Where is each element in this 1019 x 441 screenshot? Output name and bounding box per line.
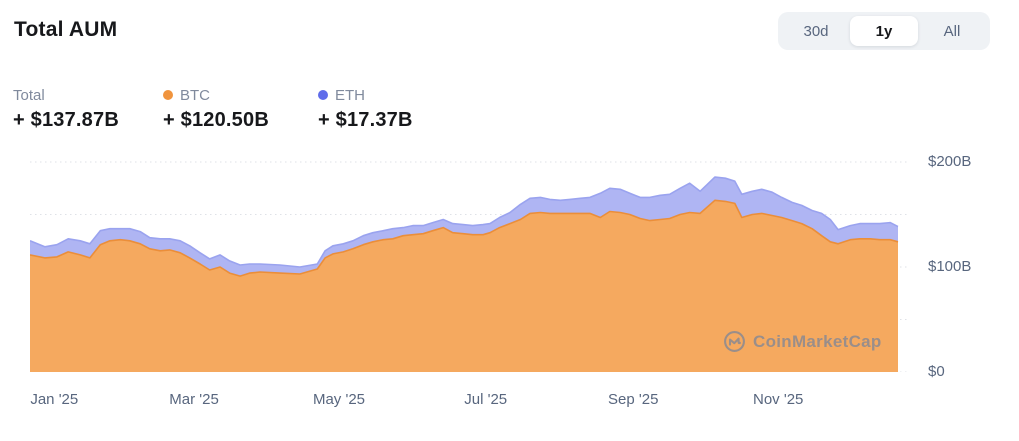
legend-item-btc[interactable]: BTC + $120.50B — [163, 86, 269, 132]
page-title: Total AUM — [14, 18, 118, 41]
eth-dot-icon — [318, 90, 328, 100]
legend-item-eth[interactable]: ETH + $17.37B — [318, 86, 413, 132]
x-tick-jan25: Jan '25 — [30, 391, 79, 408]
x-tick-mar25: Mar '25 — [169, 391, 219, 408]
time-range-30d[interactable]: 30d — [782, 16, 850, 46]
aum-area-chart[interactable] — [30, 150, 910, 372]
btc-dot-icon — [163, 90, 173, 100]
legend-eth-value: + $17.37B — [318, 109, 413, 131]
x-tick-nov25: Nov '25 — [753, 391, 804, 408]
legend-btc-label: BTC — [180, 86, 210, 104]
x-tick-may25: May '25 — [312, 391, 366, 408]
y-tick-0: $0 — [928, 363, 945, 380]
x-tick-sep25: Sep '25 — [608, 391, 659, 408]
legend-item-total[interactable]: Total + $137.87B — [13, 86, 119, 132]
y-tick-200b: $200B — [928, 153, 972, 170]
legend-btc-value: + $120.50B — [163, 109, 269, 131]
legend-total-label: Total — [13, 86, 45, 104]
legend-total-value: + $137.87B — [13, 109, 119, 131]
y-tick-100b: $100B — [928, 258, 972, 275]
chart-plot-area[interactable] — [30, 150, 910, 372]
time-range-selector: 30d 1y All — [778, 12, 990, 50]
x-tick-jul25: Jul '25 — [464, 391, 508, 408]
time-range-1y[interactable]: 1y — [850, 16, 918, 46]
time-range-all[interactable]: All — [918, 16, 986, 46]
legend-eth-label: ETH — [335, 86, 365, 104]
